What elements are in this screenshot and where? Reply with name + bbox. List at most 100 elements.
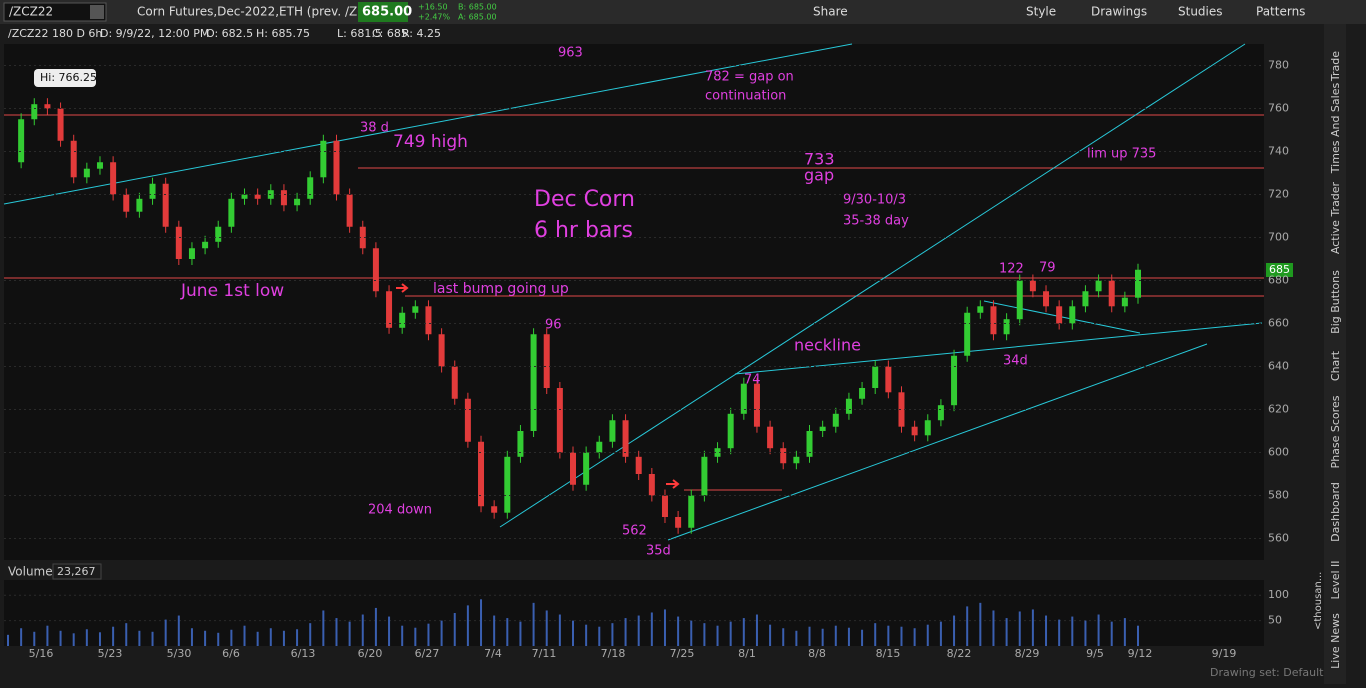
y-tick-label: 580 bbox=[1268, 489, 1289, 502]
candle bbox=[701, 456, 708, 496]
y-tick-label: 700 bbox=[1268, 231, 1289, 244]
btn-share[interactable]: Share bbox=[813, 5, 848, 19]
annotation: 782 = gap on bbox=[705, 70, 794, 85]
y-tick-label: 620 bbox=[1268, 403, 1289, 416]
volume-bar bbox=[85, 629, 88, 646]
volume-bar bbox=[1110, 621, 1113, 646]
symbol[interactable]: /ZCZ22 bbox=[9, 5, 53, 19]
candle bbox=[254, 194, 261, 199]
volume-bar bbox=[769, 624, 772, 646]
volume-bar bbox=[847, 627, 850, 646]
candle bbox=[149, 183, 156, 199]
volume-bar bbox=[808, 626, 811, 646]
volume-bar bbox=[861, 629, 864, 646]
volume-bar bbox=[992, 610, 995, 646]
x-tick-label: 9/19 bbox=[1212, 647, 1237, 660]
volume-tick-label: 50 bbox=[1268, 614, 1282, 627]
volume-bar bbox=[1045, 615, 1048, 646]
candles bbox=[18, 98, 1141, 534]
candle bbox=[175, 226, 182, 259]
volume-bar bbox=[151, 631, 154, 646]
volume-bar bbox=[611, 623, 614, 646]
volume-bar bbox=[939, 621, 942, 646]
ask: A: 685.00 bbox=[458, 13, 497, 22]
info-item: /ZCZ22 180 D 6h bbox=[8, 27, 102, 40]
volume-bar bbox=[650, 612, 653, 646]
volume-header bbox=[4, 562, 1264, 580]
candle bbox=[727, 413, 734, 449]
annotation: 204 down bbox=[368, 503, 432, 518]
volume-bar bbox=[795, 630, 798, 646]
btn-drawings[interactable]: Drawings bbox=[1091, 5, 1147, 19]
candle bbox=[793, 456, 800, 464]
candle bbox=[1135, 269, 1141, 298]
candle bbox=[583, 452, 590, 485]
volume-bar bbox=[690, 620, 693, 646]
x-tick-label: 5/23 bbox=[98, 647, 123, 660]
volume-bar bbox=[1018, 611, 1021, 646]
high-box bbox=[34, 69, 96, 87]
x-tick-label: 6/13 bbox=[291, 647, 316, 660]
volume-bar bbox=[1031, 609, 1034, 646]
y-tick-label: 760 bbox=[1268, 102, 1289, 115]
annotation: 34d bbox=[1003, 354, 1028, 369]
candle bbox=[110, 162, 117, 195]
candle bbox=[885, 366, 892, 393]
volume-bar bbox=[532, 602, 535, 646]
candle bbox=[556, 388, 563, 453]
annotation: Dec Corn bbox=[534, 187, 635, 212]
volume-bar bbox=[598, 626, 601, 646]
annotation: 963 bbox=[558, 46, 583, 61]
btn-studies[interactable]: Studies bbox=[1178, 5, 1223, 19]
candle bbox=[57, 108, 64, 141]
symbol-box[interactable] bbox=[3, 2, 107, 22]
sidebar-tab: Phase Scores bbox=[1329, 395, 1342, 468]
x-tick-label: 9/12 bbox=[1128, 647, 1153, 660]
candle bbox=[675, 517, 682, 528]
volume-bar bbox=[913, 628, 916, 646]
annotation: 6 hr bars bbox=[534, 218, 633, 243]
x-tick-label: 8/15 bbox=[876, 647, 901, 660]
candle bbox=[399, 312, 406, 328]
candle bbox=[596, 441, 603, 453]
candle bbox=[96, 162, 103, 169]
annotation: 562 bbox=[622, 524, 647, 539]
candle bbox=[346, 194, 353, 227]
candle bbox=[280, 190, 287, 206]
volume-bar bbox=[1123, 618, 1126, 646]
candle bbox=[806, 431, 813, 457]
x-tick-label: 6/27 bbox=[415, 647, 440, 660]
x-tick-label: 8/29 bbox=[1015, 647, 1040, 660]
y-tick-label: 560 bbox=[1268, 532, 1289, 545]
drawings bbox=[3, 43, 1264, 541]
btn-style[interactable]: Style bbox=[1026, 5, 1056, 19]
x-tick-label: 6/20 bbox=[358, 647, 383, 660]
annotation: lim up 735 bbox=[1087, 147, 1156, 162]
high-label: Hi: 766.25 bbox=[40, 71, 97, 84]
candle bbox=[622, 420, 629, 457]
dropdown[interactable] bbox=[90, 5, 104, 19]
volume-bar bbox=[112, 626, 115, 646]
volume-bar bbox=[624, 618, 627, 646]
volume-bar bbox=[322, 610, 325, 646]
candle bbox=[359, 226, 366, 249]
volume-bar bbox=[282, 630, 285, 646]
candle bbox=[333, 140, 340, 195]
volume-unit: <thousan... bbox=[1313, 572, 1324, 630]
candle bbox=[451, 366, 458, 399]
price-pane bbox=[4, 44, 1264, 560]
candle bbox=[859, 388, 866, 399]
volume-bar bbox=[953, 615, 956, 646]
volume-bar bbox=[72, 633, 75, 646]
candle bbox=[123, 194, 130, 212]
volume-bar bbox=[926, 624, 929, 646]
footer: Drawing set: Default bbox=[1210, 666, 1324, 679]
btn-patterns[interactable]: Patterns bbox=[1256, 5, 1305, 19]
volume-bar bbox=[401, 625, 404, 646]
info-item: L: 681.5 bbox=[337, 27, 382, 40]
volume-bar bbox=[217, 632, 220, 646]
volume-bar bbox=[834, 625, 837, 646]
candle bbox=[517, 431, 524, 457]
volume-bar bbox=[164, 619, 167, 646]
x-tick-label: 7/18 bbox=[601, 647, 626, 660]
